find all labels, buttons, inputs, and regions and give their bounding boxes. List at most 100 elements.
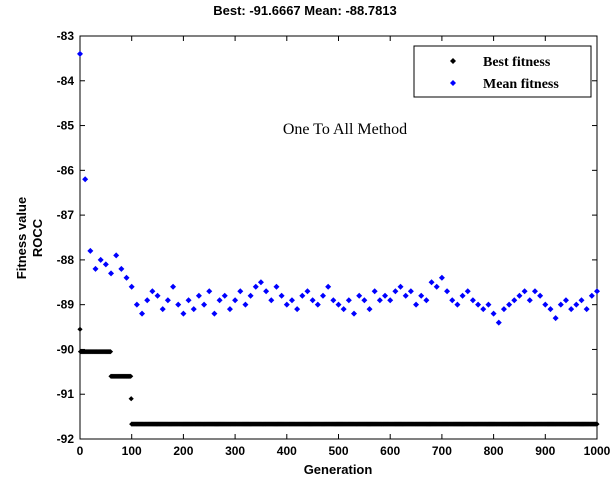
mean-fitness-point (438, 274, 445, 281)
mean-fitness-point (583, 306, 590, 313)
x-axis: 0 100 200 300 400 500 600 700 800 900 1000 (77, 36, 610, 458)
mean-fitness-point (387, 297, 394, 304)
mean-fitness-point (97, 256, 104, 263)
y-tick-label: -85 (57, 119, 75, 133)
plot-frame (79, 35, 598, 440)
mean-fitness-point (87, 247, 94, 254)
mean-fitness-point (516, 292, 523, 299)
x-tick-label: 200 (173, 444, 193, 458)
mean-fitness-point (340, 306, 347, 313)
mean-fitness-point (108, 270, 115, 277)
y-tick-label: -89 (57, 298, 75, 312)
y-tick-label: -86 (57, 163, 75, 177)
x-tick-label: 600 (380, 444, 400, 458)
best-fitness-point (128, 396, 134, 402)
best-fitness-point (594, 421, 600, 427)
legend-marker-mean-fitness (450, 80, 456, 86)
mean-fitness-point (568, 306, 575, 313)
mean-fitness-point (77, 50, 83, 57)
mean-fitness-point (382, 292, 389, 299)
mean-fitness-point (226, 306, 233, 313)
mean-fitness-point (92, 265, 99, 272)
mean-fitness-point (423, 297, 430, 304)
best-fitness-point (128, 373, 134, 379)
mean-fitness-point (201, 301, 208, 308)
mean-fitness-point (263, 288, 270, 295)
legend: Best fitness Mean fitness (413, 45, 592, 98)
x-tick-label: 100 (122, 444, 142, 458)
mean-fitness-point (237, 288, 244, 295)
mean-fitness-point (485, 301, 492, 308)
mean-fitness-point (495, 319, 502, 326)
x-tick-label: 500 (328, 444, 348, 458)
mean-fitness-point (433, 283, 440, 290)
chart-title: Best: -91.6667 Mean: -88.7813 (213, 3, 397, 18)
mean-fitness-point (102, 261, 109, 268)
mean-fitness-point (392, 288, 399, 295)
mean-fitness-point (185, 297, 192, 304)
mean-fitness-point (128, 283, 135, 290)
mean-fitness-point (294, 306, 301, 313)
mean-fitness-point (418, 292, 425, 299)
mean-fitness-point (459, 292, 466, 299)
mean-fitness-point (113, 252, 120, 259)
mean-fitness-point (242, 301, 249, 308)
mean-fitness-point (407, 288, 414, 295)
mean-fitness-point (325, 283, 332, 290)
mean-fitness-point (376, 297, 383, 304)
mean-fitness-point (206, 288, 213, 295)
mean-fitness-point (511, 297, 518, 304)
mean-fitness-point (170, 283, 177, 290)
y-axis-label-line1: Fitness value (14, 197, 29, 279)
legend-box (413, 45, 592, 98)
mean-fitness-point (588, 292, 595, 299)
mean-fitness-point (506, 301, 513, 308)
mean-fitness-point (221, 292, 228, 299)
mean-fitness-point (490, 310, 497, 317)
mean-fitness-point (144, 297, 151, 304)
y-tick-label: -87 (57, 208, 75, 222)
y-axis: -83 -84 -85 -86 -87 -88 -89 -90 -91 -92 (57, 29, 597, 446)
legend-label-mean-fitness: Mean fitness (483, 77, 559, 92)
mean-fitness-point (475, 301, 482, 308)
mean-fitness-point (345, 297, 352, 304)
mean-fitness-point (402, 292, 409, 299)
mean-fitness-point (335, 301, 342, 308)
mean-fitness-point (449, 297, 456, 304)
mean-fitness-point (547, 306, 554, 313)
x-axis-label: Generation (304, 462, 373, 477)
mean-fitness-point (521, 288, 528, 295)
mean-fitness-point (288, 297, 295, 304)
mean-fitness-point (273, 283, 280, 290)
mean-fitness-point (480, 306, 487, 313)
y-tick-label: -90 (57, 342, 75, 356)
mean-fitness-point (175, 301, 182, 308)
mean-fitness-point (542, 301, 549, 308)
mean-fitness-point (309, 297, 316, 304)
x-tick-label: 0 (77, 444, 84, 458)
mean-fitness-point (454, 301, 461, 308)
y-tick-label: -84 (57, 74, 75, 88)
y-tick-label: -83 (57, 29, 75, 43)
mean-fitness-point (351, 310, 358, 317)
mean-fitness-point (278, 292, 285, 299)
chart-annotation: One To All Method (283, 121, 407, 138)
mean-fitness-point (531, 288, 538, 295)
mean-fitness-point (247, 292, 254, 299)
y-axis-label-line2: ROCC (30, 218, 45, 257)
y-tick-label: -91 (57, 387, 75, 401)
mean-fitness-point (257, 279, 264, 286)
x-tick-label: 800 (484, 444, 504, 458)
series-best-fitness (77, 326, 600, 427)
mean-fitness-point (133, 301, 140, 308)
best-fitness-point (77, 326, 83, 332)
x-tick-label: 400 (277, 444, 297, 458)
mean-fitness-point (180, 310, 187, 317)
mean-fitness-point (444, 288, 451, 295)
mean-fitness-point (562, 297, 569, 304)
mean-fitness-point (190, 306, 197, 313)
mean-fitness-point (268, 297, 275, 304)
mean-fitness-point (366, 306, 373, 313)
mean-fitness-point (594, 288, 600, 295)
